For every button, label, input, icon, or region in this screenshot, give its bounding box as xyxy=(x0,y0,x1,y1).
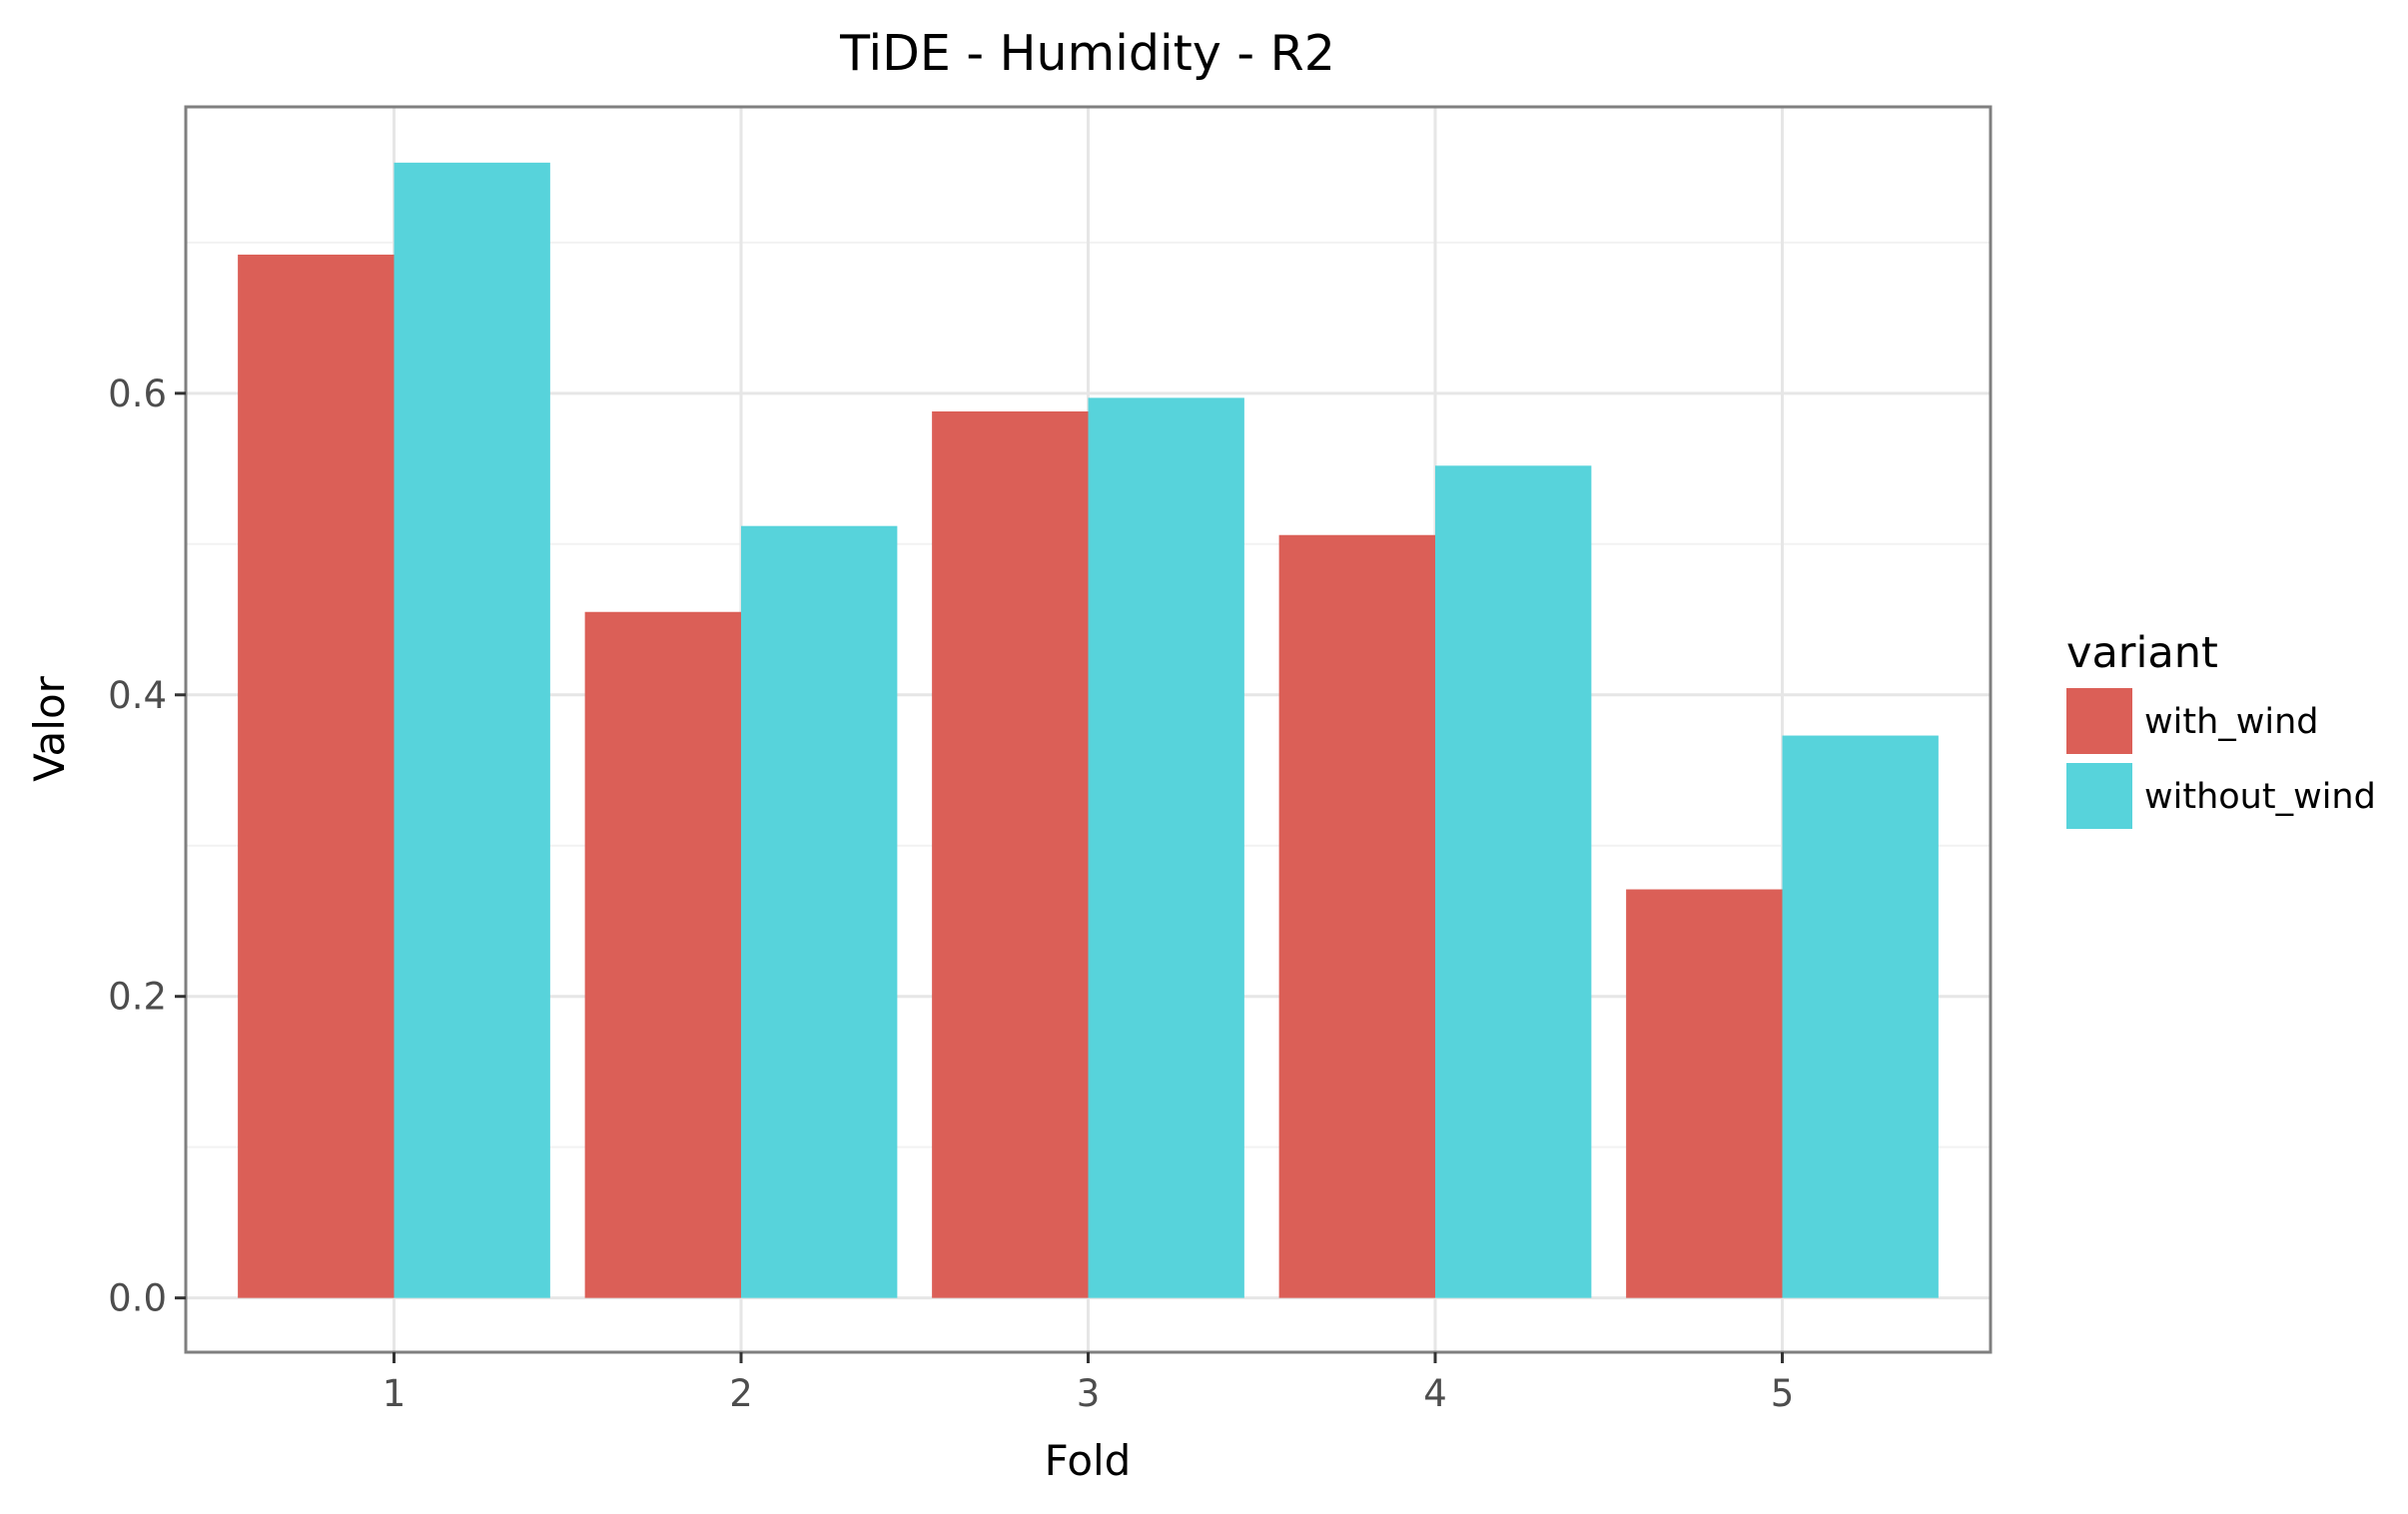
y-tick-label: 0.4 xyxy=(108,674,167,717)
bar-with_wind-fold-2 xyxy=(584,611,741,1298)
bar-without_wind-fold-5 xyxy=(1782,735,1939,1298)
bar-without_wind-fold-2 xyxy=(741,525,898,1298)
chart-title: TiDE - Humidity - R2 xyxy=(839,25,1335,82)
y-tick-label: 0.6 xyxy=(108,373,167,415)
legend-items: with_wind without_wind xyxy=(2066,688,2376,829)
y-tick-label: 0.2 xyxy=(108,976,167,1019)
bar-with_wind-fold-5 xyxy=(1626,889,1783,1298)
legend-label-without_wind: without_wind xyxy=(2144,777,2376,817)
legend-swatch-without_wind xyxy=(2066,763,2132,829)
bar-with_wind-fold-3 xyxy=(932,410,1089,1298)
legend-label-with_wind: with_wind xyxy=(2144,702,2319,742)
bar-layer xyxy=(238,162,1939,1298)
bar-without_wind-fold-4 xyxy=(1435,465,1592,1298)
x-tick-label: 5 xyxy=(1771,1372,1795,1415)
legend-swatch-with_wind xyxy=(2066,688,2132,754)
x-tick-label: 3 xyxy=(1077,1372,1101,1415)
tick-layer: 0.0 0.2 0.4 0.6 1 2 3 4 5 xyxy=(108,373,1794,1415)
x-tick-label: 2 xyxy=(729,1372,753,1415)
x-tick-label: 1 xyxy=(383,1372,406,1415)
legend: variant with_wind without_wind xyxy=(2066,628,2376,829)
bar-with_wind-fold-4 xyxy=(1278,534,1435,1298)
legend-title: variant xyxy=(2066,628,2218,678)
x-axis-title: Fold xyxy=(1045,1436,1132,1485)
y-axis-title: Valor xyxy=(25,675,74,782)
bar-with_wind-fold-1 xyxy=(238,254,395,1298)
x-tick-label: 4 xyxy=(1423,1372,1447,1415)
bar-without_wind-fold-1 xyxy=(394,162,550,1298)
y-tick-label: 0.0 xyxy=(108,1277,167,1320)
bar-without_wind-fold-3 xyxy=(1088,397,1244,1298)
